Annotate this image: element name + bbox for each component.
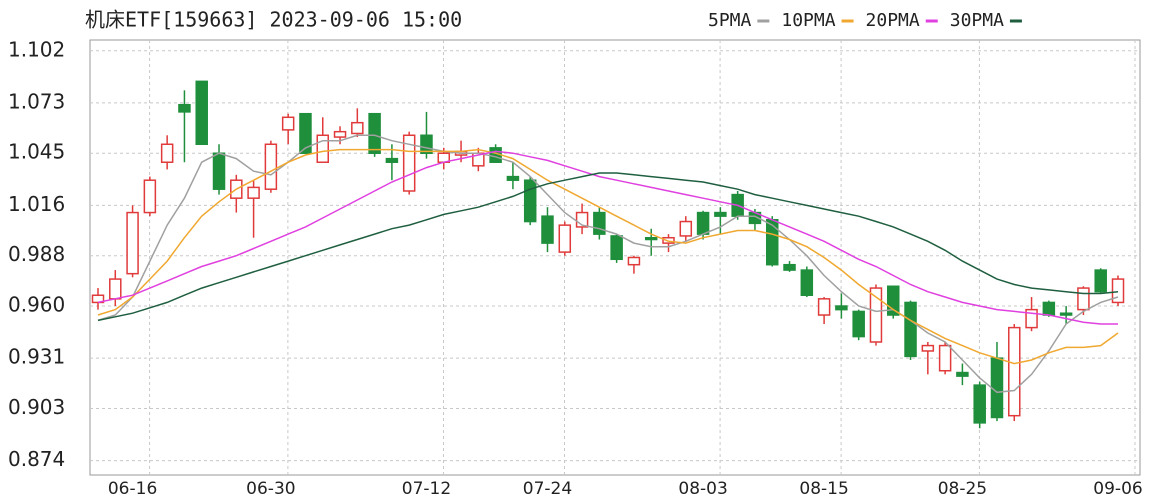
candle-body bbox=[990, 357, 1004, 419]
candle-body bbox=[835, 305, 848, 311]
ma-line bbox=[97, 172, 1119, 322]
candle-body bbox=[351, 121, 364, 135]
x-tick-label: 07-24 bbox=[523, 479, 572, 499]
x-tick-label: 08-25 bbox=[938, 479, 987, 499]
y-tick-label: 0.931 bbox=[8, 345, 65, 369]
candle-body bbox=[281, 116, 295, 131]
legend-label: 20PMA bbox=[866, 10, 920, 31]
ma-line bbox=[97, 150, 1118, 325]
candle-body bbox=[1025, 308, 1038, 329]
candle-body bbox=[1077, 287, 1090, 311]
candle-body bbox=[1059, 312, 1073, 316]
candle-body bbox=[420, 134, 433, 154]
candle-body bbox=[247, 186, 260, 199]
candle-body bbox=[385, 157, 399, 163]
y-tick-label: 0.903 bbox=[8, 395, 65, 419]
candle-body bbox=[91, 294, 105, 304]
candle-body bbox=[765, 219, 779, 266]
candle-body bbox=[178, 103, 191, 113]
candle-body bbox=[610, 235, 623, 261]
candle-body bbox=[333, 130, 347, 138]
candle-body bbox=[921, 344, 935, 352]
candle-body bbox=[523, 179, 537, 223]
candle-body bbox=[506, 175, 520, 181]
candle-body bbox=[368, 112, 381, 154]
y-tick-label: 1.045 bbox=[8, 140, 65, 164]
candle-body bbox=[109, 278, 122, 300]
candle-body bbox=[143, 179, 157, 214]
y-tick-label: 1.016 bbox=[8, 192, 65, 216]
candle-body bbox=[714, 211, 727, 217]
candle-body bbox=[593, 211, 606, 235]
ma-line bbox=[97, 134, 1119, 394]
candle-body bbox=[1008, 326, 1021, 417]
candle-body bbox=[662, 236, 675, 244]
candle-body bbox=[627, 256, 641, 266]
y-tick-label: 1.073 bbox=[8, 89, 65, 113]
candle-body bbox=[800, 269, 814, 296]
candle-body bbox=[212, 152, 226, 190]
legend-label: 30PMA bbox=[950, 10, 1004, 31]
candle-body bbox=[887, 285, 900, 316]
candle-body bbox=[1042, 301, 1056, 316]
x-tick-label: 08-15 bbox=[799, 479, 848, 499]
legend-label: 10PMA bbox=[781, 10, 835, 31]
x-tick-label: 08-03 bbox=[678, 479, 727, 499]
candle-body bbox=[575, 211, 589, 228]
candle-body bbox=[299, 112, 312, 154]
candle-body bbox=[696, 211, 710, 235]
candle-body bbox=[973, 384, 986, 424]
y-tick-label: 0.988 bbox=[8, 242, 65, 266]
candle-body bbox=[160, 143, 174, 163]
candle-body bbox=[938, 344, 952, 372]
ma-line bbox=[97, 148, 1119, 365]
legend-label: 5PMA bbox=[708, 10, 752, 31]
x-tick-label: 09-06 bbox=[1093, 479, 1142, 499]
chart-title: 机床ETF[159663] 2023-09-06 15:00 bbox=[85, 8, 462, 32]
candle-body bbox=[316, 134, 329, 163]
candle-body bbox=[195, 80, 208, 146]
y-tick-label: 1.102 bbox=[8, 37, 65, 61]
candle-body bbox=[541, 215, 554, 244]
candle-body bbox=[644, 236, 658, 241]
candle-body bbox=[852, 310, 865, 338]
candle-body bbox=[264, 143, 278, 190]
x-tick-label: 07-12 bbox=[402, 479, 451, 499]
candle-body bbox=[956, 371, 969, 377]
candle-body bbox=[558, 224, 572, 253]
y-tick-label: 0.960 bbox=[8, 293, 65, 317]
candle-body bbox=[817, 298, 831, 316]
candle-body bbox=[783, 263, 796, 271]
candle-body bbox=[869, 287, 883, 343]
candle-body bbox=[904, 301, 917, 358]
x-tick-label: 06-16 bbox=[108, 479, 157, 499]
candle-body bbox=[126, 211, 139, 275]
candle-body bbox=[679, 220, 693, 237]
candle-body bbox=[1094, 269, 1107, 293]
x-tick-label: 06-30 bbox=[246, 479, 295, 499]
candle-body bbox=[402, 134, 416, 192]
y-tick-label: 0.874 bbox=[8, 447, 65, 471]
candle-body bbox=[1111, 278, 1125, 304]
